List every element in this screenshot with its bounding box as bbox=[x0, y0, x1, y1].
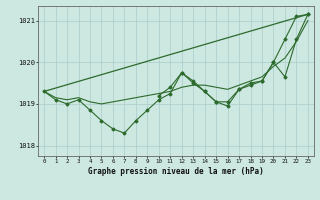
X-axis label: Graphe pression niveau de la mer (hPa): Graphe pression niveau de la mer (hPa) bbox=[88, 167, 264, 176]
